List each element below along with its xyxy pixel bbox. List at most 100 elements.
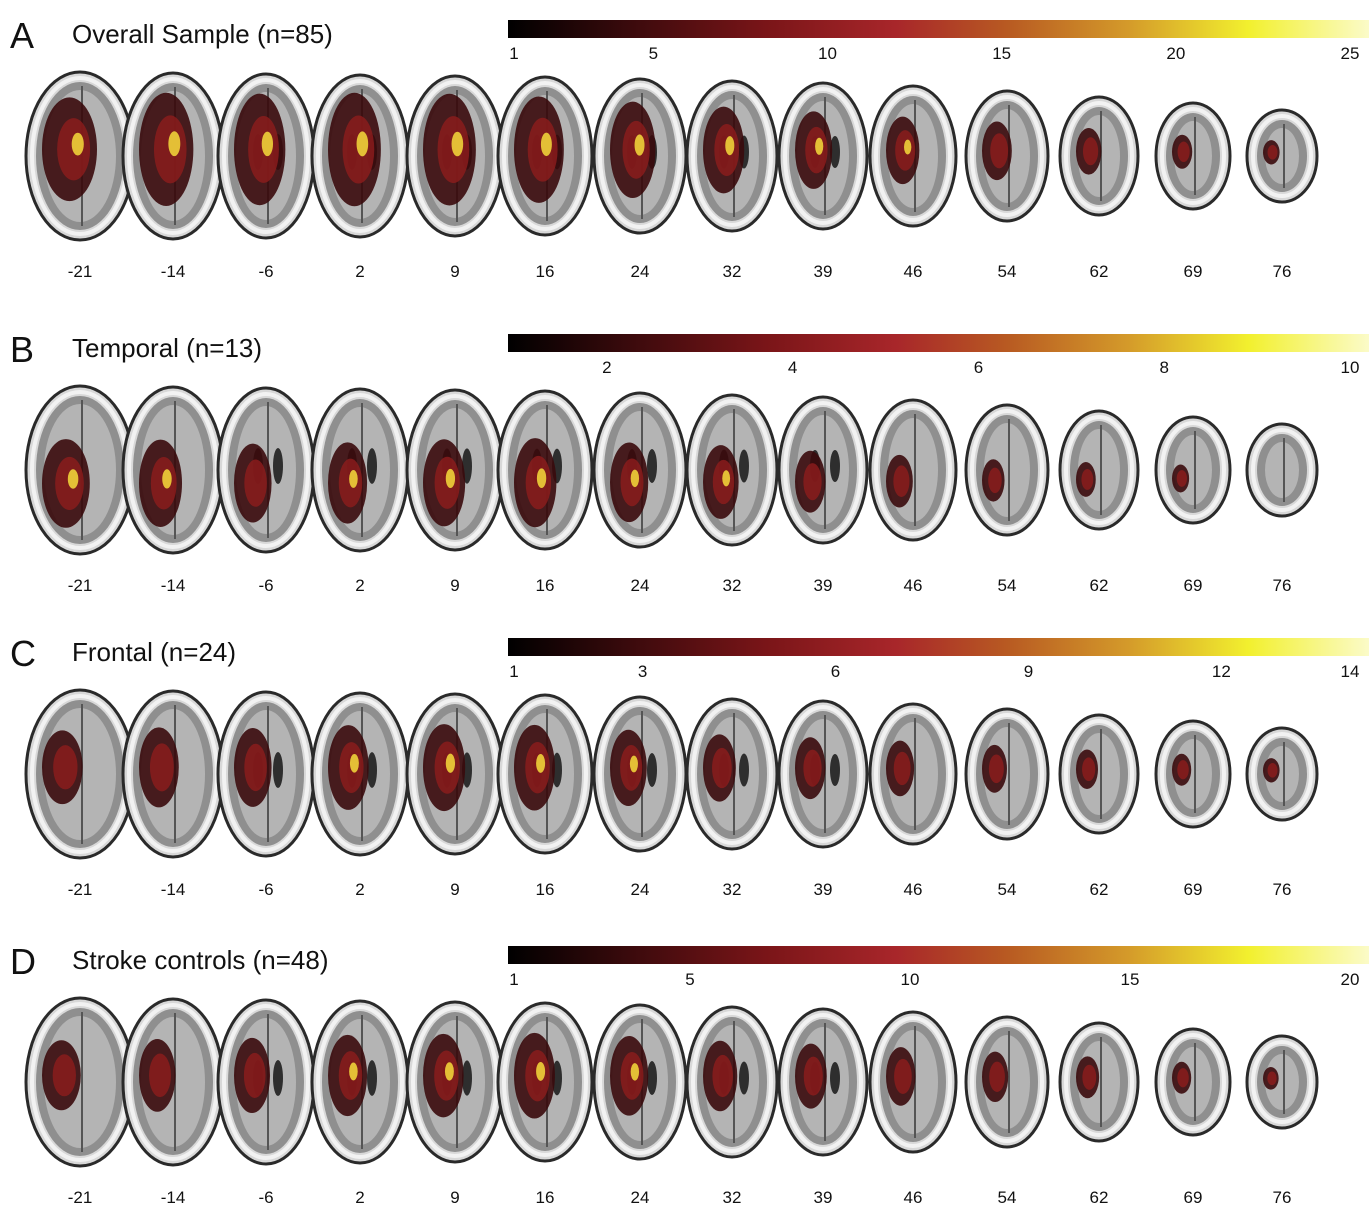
lesion-overlap-peak [168,131,181,157]
axial-brain-image [496,389,594,551]
colorbar-tick-label: 8 [1159,358,1169,377]
lesion-overlap-peak [536,753,546,773]
skull-highlight [874,708,952,840]
axial-brain-image [1154,1027,1232,1137]
lesion-overlap-core [893,751,911,786]
lesion-overlap-peak [815,137,824,155]
skull-highlight [783,705,863,843]
lesion-overlap-core [712,1054,733,1098]
brain-slice [1241,108,1323,204]
brain-slice [401,692,509,856]
brain-slice [960,403,1054,537]
skull-highlight [1160,421,1226,519]
panel-b: B Temporal (n=13) 2 4 6 8 10 -21 -14 -6 2 9 16 24 32 39… [0,318,1369,618]
slice-z-label: 69 [1183,1188,1203,1207]
skull-highlight [598,397,682,543]
brain-slice [306,691,414,857]
skull-highlight [1064,719,1134,829]
lesion-overlap-peak [349,1062,358,1081]
skull-highlight [874,90,952,222]
lesion-overlap-peak [261,131,274,157]
brain-slice [117,385,229,555]
colorbar-tick-label: 5 [685,970,695,989]
lesion-overlap-peak [444,1062,454,1081]
brain-slice [1054,713,1144,835]
slice-z-label: 69 [1183,880,1203,899]
brain-slice [1054,95,1144,217]
ventricle [830,753,840,787]
brain-slice [773,81,873,231]
skull-highlight [1251,114,1313,198]
colorbar-tick-label: 2 [602,358,612,377]
slice-z-label: 32 [722,1188,742,1207]
brain-slice [306,73,414,239]
brain-slice-row: -21 -14 -6 2 9 16 24 32 39 46 54 62 69 76 [0,64,1369,281]
slice-z-label: 54 [997,880,1017,899]
colorbar-tick-label: 10 [818,44,837,63]
ventricle [739,449,749,483]
colorbar-tick-label: 10 [900,970,920,989]
slice-z-label: 32 [722,576,742,595]
slice-z-label: 9 [450,576,460,595]
slice-z-label: 76 [1272,576,1292,595]
panel-letter: B [10,329,35,370]
lesion-overlap-core [244,459,267,507]
lesion-overlap-core [803,463,822,501]
axial-brain-image [1058,713,1140,835]
lesion-overlap-peak [67,469,79,489]
colorbar-tick-label: 12 [1211,662,1231,681]
slice-z-label: 69 [1183,262,1203,281]
skull-highlight [598,701,682,847]
axial-brain-image [868,702,958,846]
axial-brain-image [310,999,410,1165]
slice-z-label: -6 [258,1188,274,1207]
slice-z-label: 39 [813,1188,833,1207]
slice-z-label: -21 [67,1188,93,1207]
brain-slice [1054,409,1144,531]
slice-z-label: 62 [1089,1188,1109,1207]
lesion-overlap-core [1177,141,1190,162]
lesion-overlap-peak [722,470,731,487]
ventricle [273,751,283,789]
ventricle [462,1060,472,1096]
axial-brain-image [121,997,225,1167]
lesion-overlap-peak [904,139,912,155]
slice-z-label: 46 [903,1188,923,1207]
skull-highlight [222,1004,310,1160]
slice-z-label: 46 [903,262,923,281]
axial-brain-image [24,996,136,1168]
slice-z-label: 2 [355,1188,365,1207]
slice-z-label: 24 [630,880,650,899]
slice-z-label: 2 [355,576,365,595]
lesion-overlap-core [1177,1068,1189,1088]
brain-slice [492,693,598,855]
axial-brain-image [121,385,225,555]
slice-z-label: -14 [160,1188,186,1207]
ventricle [273,1059,283,1097]
slice-z-label: 9 [450,262,460,281]
brain-slice [773,699,873,849]
lesion-overlap-core [1267,763,1278,778]
skull-highlight [598,1009,682,1155]
brain-slice [20,996,140,1168]
skull-highlight [970,95,1044,217]
lesion-overlap-peak [630,1063,640,1081]
brain-slice [773,395,873,545]
axial-brain-image [592,77,688,235]
lesion-overlap-peak [451,131,464,157]
skull-highlight [316,697,404,851]
brain-slice [588,1003,692,1161]
skull-highlight [970,1021,1044,1143]
lesion-overlap-core [988,467,1002,494]
brain-slice-row: -21 -14 -6 2 9 16 24 32 39 46 54 62 69 76 [0,682,1369,899]
slice-z-label: 2 [355,262,365,281]
slice-z-label: 32 [722,262,742,281]
ventricle [367,448,377,484]
colorbar-tick-label: 20 [1340,970,1360,989]
lesion-overlap-core [803,749,822,787]
slice-z-label: 2 [355,880,365,899]
slice-z-label: -6 [258,576,274,595]
brain-slice [1241,726,1323,822]
colorbar [508,20,1369,38]
slice-z-label: 39 [813,576,833,595]
